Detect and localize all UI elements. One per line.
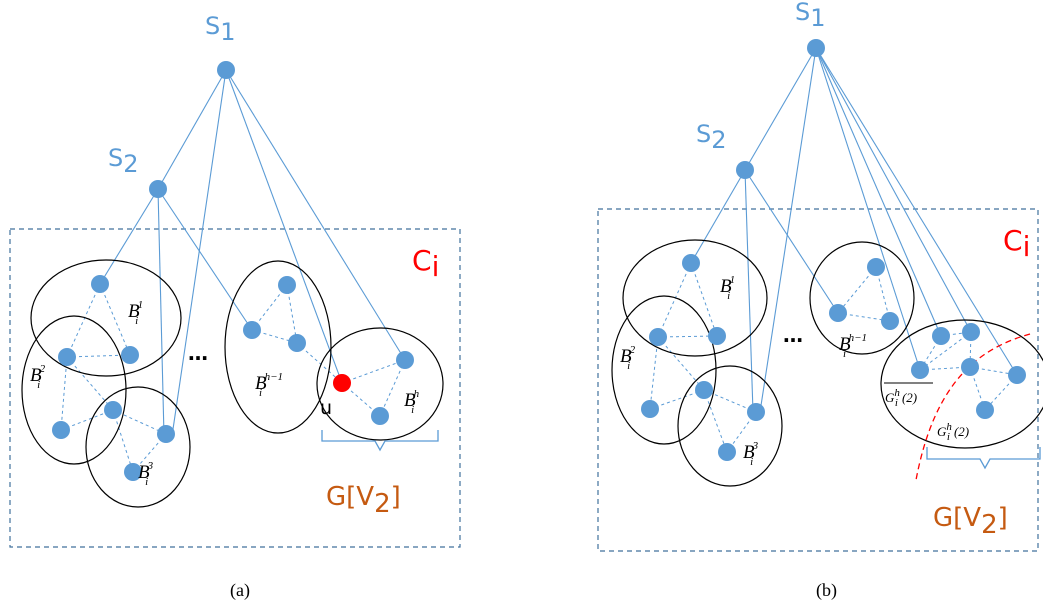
label-bh-a: Bh i xyxy=(404,388,420,416)
label-g-part: Gh i (2) xyxy=(937,421,969,443)
block-ellipses-b xyxy=(611,239,1043,487)
label-b2-a: B2 i xyxy=(30,363,46,391)
panel-b: S1 S2 Ci B1 i B2 i B3 i Bh−1 i … Gh i (2) Gh i(… xyxy=(597,0,1043,601)
caption-a: (a) xyxy=(230,580,250,601)
node-s2-b xyxy=(736,161,754,179)
brace-b xyxy=(926,447,1041,470)
node xyxy=(932,327,950,345)
panel-a: S1 S2 Ci B1 i B2 i B3 i Bh−1 i Bh i u … G[V2]… xyxy=(9,12,461,601)
node-u xyxy=(333,374,351,392)
cut-line-b xyxy=(915,333,1031,481)
block-ellipses-a xyxy=(21,259,444,508)
node xyxy=(695,381,713,399)
label-bh-1-a: Bh−1 i xyxy=(255,371,283,399)
node-s1-b xyxy=(807,39,825,57)
dashed-edges-a xyxy=(60,283,406,473)
label-gv2-a: G[V2] xyxy=(326,482,401,519)
block-ellipse-2 xyxy=(21,315,127,465)
ellipsis-b: … xyxy=(783,323,803,347)
node xyxy=(243,321,261,339)
cluster-box-b xyxy=(597,208,1039,552)
node xyxy=(911,361,929,379)
label-gv2-b: G[V2] xyxy=(933,503,1008,540)
node xyxy=(278,276,296,294)
node xyxy=(961,358,979,376)
node xyxy=(829,304,847,322)
node xyxy=(396,351,414,369)
node xyxy=(1008,366,1026,384)
node-s2-a xyxy=(149,180,167,198)
node xyxy=(682,254,700,272)
node xyxy=(976,401,994,419)
node xyxy=(718,443,736,461)
node xyxy=(881,312,899,330)
label-b1-a: B1 i xyxy=(128,299,143,327)
node xyxy=(121,346,139,364)
block-ellipse-2 xyxy=(611,295,717,445)
solid-edges-a xyxy=(99,69,406,437)
brace-a xyxy=(321,430,439,452)
block-ellipse-h-1 xyxy=(224,260,332,434)
label-u: u xyxy=(320,397,332,419)
label-ci-b: Ci xyxy=(1003,224,1030,263)
node xyxy=(124,463,142,481)
label-s1-a: S1 xyxy=(205,12,236,46)
block-ellipse-1 xyxy=(622,239,768,357)
label-s1-b: S1 xyxy=(795,0,826,32)
label-ci-a: Ci xyxy=(412,244,439,283)
block-ellipse-h-1 xyxy=(809,241,915,355)
block-ellipse-3 xyxy=(677,365,783,487)
node xyxy=(867,258,885,276)
node xyxy=(91,275,109,293)
label-b3-a: B3 i xyxy=(138,460,154,488)
nodes-b xyxy=(641,39,1026,461)
node xyxy=(288,334,306,352)
label-s2-a: S2 xyxy=(108,144,139,178)
label-b2-b: B2 i xyxy=(620,344,636,372)
node xyxy=(708,327,726,345)
node xyxy=(962,323,980,341)
caption-b: (b) xyxy=(816,580,837,601)
node xyxy=(371,407,389,425)
node xyxy=(747,403,765,421)
node xyxy=(649,328,667,346)
solid-edges-b xyxy=(690,47,1018,413)
label-g-bar: Gh i (2) xyxy=(885,387,917,409)
node xyxy=(104,401,122,419)
label-b3-b: B3 i xyxy=(743,440,759,468)
label-bh-1-b: Bh−1 i xyxy=(839,332,867,360)
block-ellipse-h xyxy=(316,327,444,441)
node xyxy=(641,400,659,418)
block-ellipse-h xyxy=(880,319,1043,449)
node xyxy=(58,348,76,366)
label-b1-b: B1 i xyxy=(720,274,735,302)
block-ellipse-1 xyxy=(30,259,182,377)
node-s1-a xyxy=(217,61,235,79)
label-s2-b: S2 xyxy=(696,120,727,154)
block-ellipse-3 xyxy=(85,386,191,508)
node xyxy=(52,421,70,439)
node xyxy=(157,425,175,443)
cluster-box-a xyxy=(9,228,461,548)
nodes-a xyxy=(52,61,414,481)
ellipsis-a: … xyxy=(188,341,208,365)
